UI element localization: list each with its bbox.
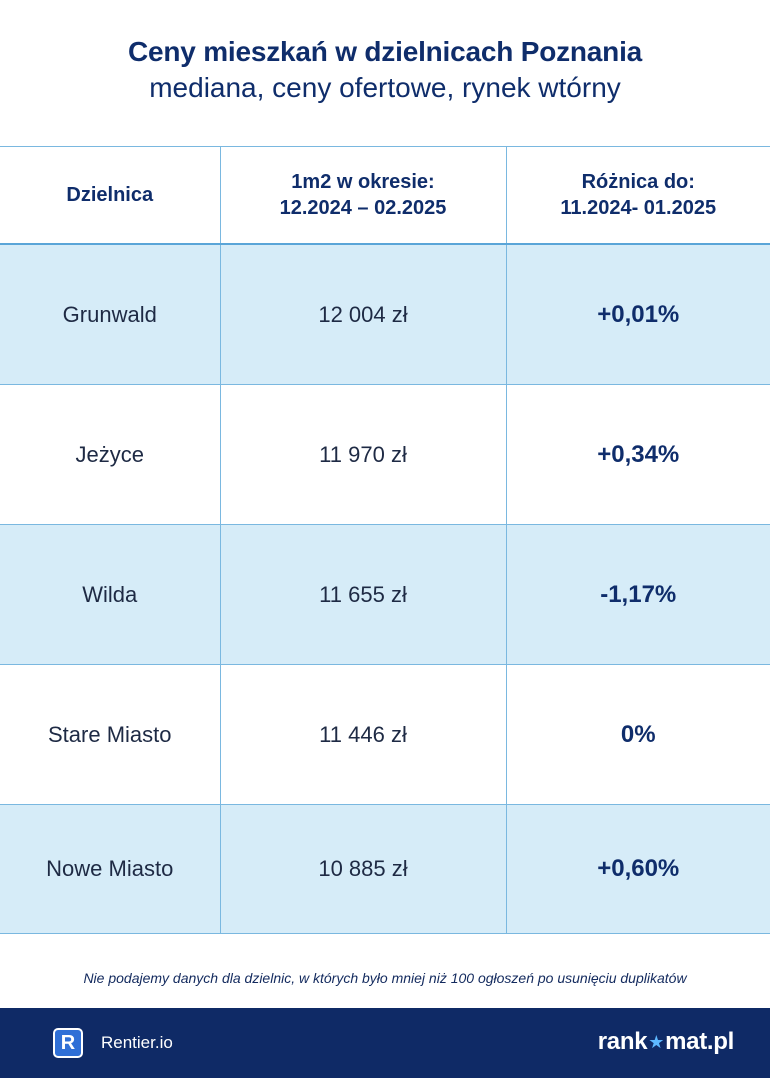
cell-price: 10 885 zł [219,804,507,934]
column-header-district: Dzielnica [0,146,221,245]
cell-price: 11 446 zł [219,664,507,805]
table-row: Jeżyce 11 970 zł +0,34% [0,384,770,525]
table-row: Stare Miasto 11 446 zł 0% [0,664,770,805]
rankomat-text-end: mat.pl [665,1028,734,1055]
cell-district: Grunwald [0,243,221,385]
rankomat-text-start: rank [597,1028,648,1055]
column-header-price: 1m2 w okresie: 12.2024 – 02.2025 [219,146,507,245]
cell-price: 11 970 zł [219,384,507,525]
cell-district: Jeżyce [0,384,221,525]
cell-diff: 0% [505,664,770,805]
cell-district: Wilda [0,524,221,665]
cell-diff: +0,60% [505,804,770,934]
page-title: Ceny mieszkań w dzielnicach Poznania [127,36,643,67]
header: Ceny mieszkań w dzielnicach Poznania med… [0,0,770,146]
cell-district: Nowe Miasto [0,804,221,934]
column-header-diff: Różnica do: 11.2024- 01.2025 [505,146,770,245]
rentier-r-icon: R [53,1028,83,1058]
cell-price: 11 655 zł [219,524,507,665]
table-row: Nowe Miasto 10 885 zł +0,60% [0,804,770,934]
footer-bar: R Rentier.io rank ★ mat.pl [0,1008,770,1078]
cell-diff: -1,17% [505,524,770,665]
cell-price: 12 004 zł [219,243,507,385]
rentier-logo[interactable]: R Rentier.io [53,1026,173,1060]
table-row: Grunwald 12 004 zł +0,01% [0,243,770,385]
rentier-label: Rentier.io [101,1033,173,1052]
cell-district: Stare Miasto [0,664,221,805]
table-header-row: Dzielnica 1m2 w okresie: 12.2024 – 02.202… [0,146,770,245]
page-subtitle: mediana, ceny ofertowe, rynek wtórny [149,72,621,103]
star-icon: ★ [648,1031,665,1052]
footnote: Nie podajemy danych dla dzielnic, w któr… [83,970,687,986]
table-row: Wilda 11 655 zł -1,17% [0,524,770,665]
prices-table: Dzielnica 1m2 w okresie: 12.2024 – 02.202… [0,146,770,934]
rankomat-logo[interactable]: rank ★ mat.pl [597,1028,735,1056]
cell-diff: +0,34% [505,384,770,525]
cell-diff: +0,01% [505,243,770,385]
